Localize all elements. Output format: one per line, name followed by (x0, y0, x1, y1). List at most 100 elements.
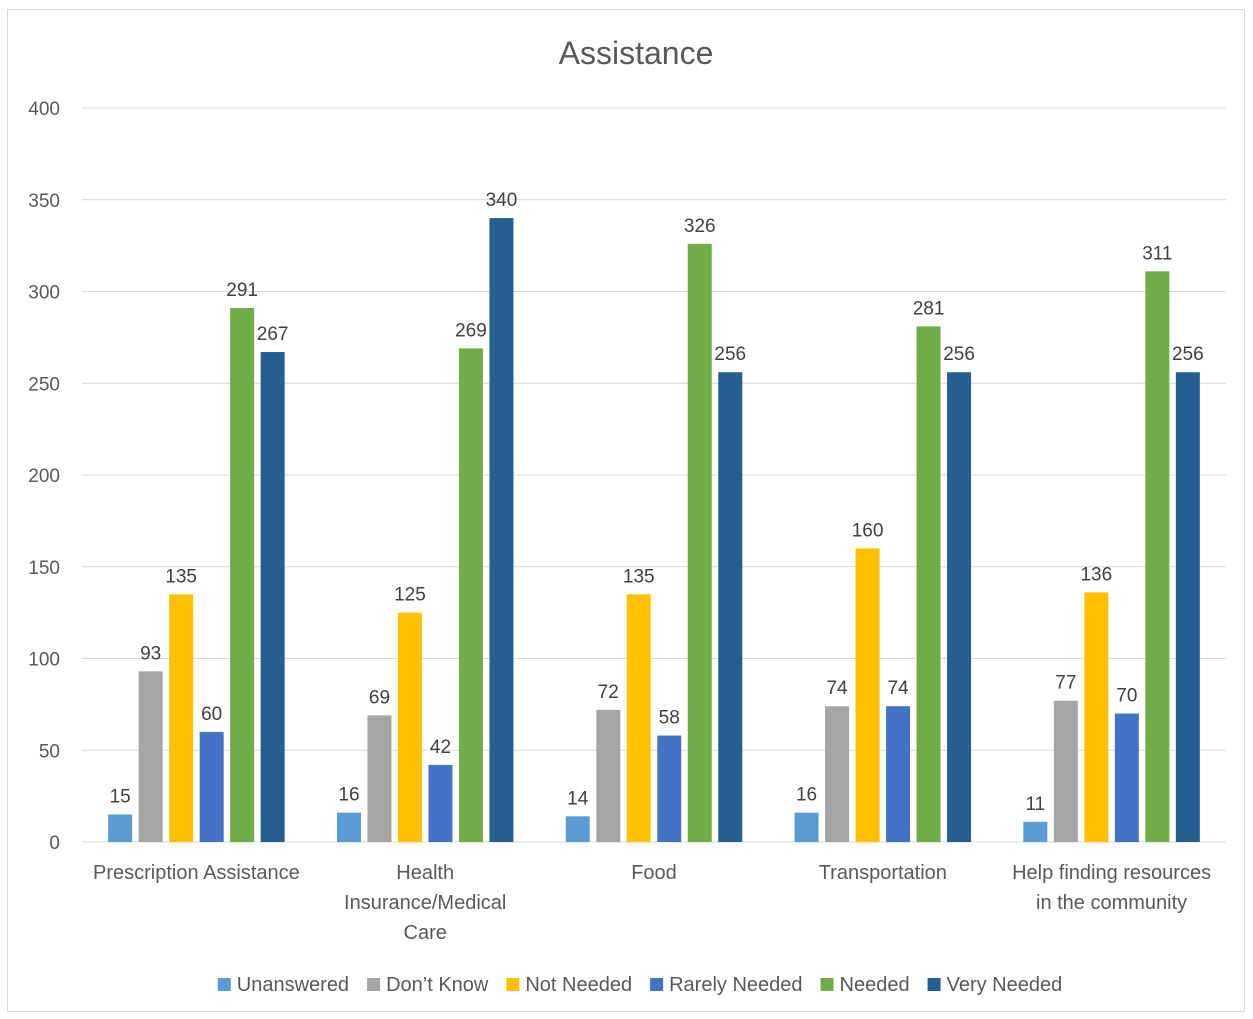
bar (367, 715, 392, 842)
y-tick-label: 350 (28, 191, 60, 212)
data-label: 340 (486, 190, 518, 211)
data-label: 11 (1025, 794, 1045, 815)
bar (458, 348, 483, 842)
category-label: Food (631, 862, 677, 884)
legend-label: Very Needed (947, 974, 1063, 996)
y-tick-label: 100 (28, 650, 60, 671)
legend-label: Needed (840, 974, 910, 996)
data-label: 60 (201, 704, 222, 725)
data-label: 125 (394, 585, 426, 606)
legend-item: Don’t Know (367, 974, 489, 996)
y-tick-label: 400 (28, 99, 60, 120)
legend-label: Not Needed (525, 974, 632, 996)
data-label: 58 (659, 708, 680, 729)
bar (230, 308, 255, 842)
bar (1145, 271, 1170, 842)
bar (397, 612, 422, 842)
bar (260, 352, 285, 842)
category-label: Care (404, 922, 447, 944)
data-label: 93 (140, 643, 161, 664)
data-label: 16 (338, 785, 359, 806)
legend-swatch (650, 978, 664, 991)
category-label: Transportation (819, 862, 947, 884)
chart-title: Assistance (559, 35, 714, 71)
legend-item: Not Needed (506, 974, 632, 996)
data-label: 267 (257, 324, 289, 345)
legend-item: Needed (820, 974, 910, 996)
data-label: 326 (684, 216, 716, 237)
legend-swatch (367, 978, 381, 991)
data-label: 135 (623, 566, 655, 587)
legend-item: Rarely Needed (650, 974, 803, 996)
data-label: 135 (165, 566, 197, 587)
category-label: Health (396, 862, 454, 884)
legend-swatch (217, 978, 231, 991)
data-label: 269 (455, 320, 487, 341)
legend-label: Don’t Know (386, 974, 489, 996)
bar (138, 671, 163, 842)
y-tick-label: 200 (28, 466, 60, 487)
legend-swatch (927, 978, 941, 991)
bar (825, 706, 850, 842)
category-labels: Prescription Assistance Health Insurance/M… (93, 862, 1211, 944)
bar (199, 731, 224, 842)
data-label: 281 (913, 298, 945, 319)
bars (108, 218, 1200, 843)
bar (626, 594, 651, 842)
data-label: 160 (852, 520, 884, 541)
y-tick-label: 0 (49, 833, 60, 854)
bar (1114, 713, 1139, 842)
bar (336, 812, 361, 842)
data-label: 42 (430, 737, 451, 758)
bar (596, 709, 621, 842)
bar (886, 706, 911, 842)
y-tick-label: 50 (39, 741, 60, 762)
data-label: 74 (826, 678, 848, 699)
data-label: 77 (1055, 673, 1076, 694)
y-tick-label: 300 (28, 283, 60, 304)
data-label: 69 (369, 687, 390, 708)
legend-item: Unanswered (217, 974, 349, 996)
bar (108, 814, 133, 842)
data-label: 311 (1142, 243, 1172, 264)
category-label: Prescription Assistance (93, 862, 300, 884)
bar (1053, 700, 1078, 842)
data-label: 16 (796, 785, 817, 806)
data-label: 256 (1172, 344, 1204, 365)
y-axis-ticks: 0 50 100 150 200 250 300 350 400 (28, 99, 60, 854)
data-label: 15 (110, 786, 131, 807)
bar (489, 218, 514, 843)
bar (1084, 592, 1109, 842)
bar (1023, 821, 1048, 842)
legend: Unanswered Don’t Know Not Needed Rarely Nee… (217, 974, 1063, 996)
data-label: 70 (1116, 686, 1137, 707)
data-labels: 15 93 135 60 291 267 16 69 125 42 269 340 14 72 135 58 3… (110, 190, 1204, 815)
bar (916, 326, 941, 842)
category-label: Insurance/Medical (344, 892, 506, 914)
category-label: Help finding resources (1012, 862, 1211, 884)
data-label: 256 (943, 344, 975, 365)
legend-swatch (820, 978, 834, 991)
data-label: 14 (567, 788, 589, 809)
data-label: 74 (887, 678, 909, 699)
data-label: 136 (1080, 564, 1112, 585)
legend-item: Very Needed (927, 974, 1063, 996)
data-label: 72 (598, 682, 619, 703)
bar (657, 735, 682, 842)
y-tick-label: 250 (28, 374, 60, 395)
chart-frame (7, 9, 1245, 1012)
data-label: 291 (226, 280, 258, 301)
legend-label: Rarely Needed (669, 974, 802, 996)
bar (687, 243, 712, 843)
bar (718, 372, 743, 842)
bar (169, 594, 194, 842)
bar (855, 548, 880, 842)
data-label: 256 (714, 344, 746, 365)
category-label: in the community (1036, 892, 1187, 914)
bar (1175, 372, 1200, 842)
bar (947, 372, 972, 842)
legend-swatch (506, 978, 520, 991)
bar (794, 812, 819, 842)
bar (428, 764, 453, 842)
